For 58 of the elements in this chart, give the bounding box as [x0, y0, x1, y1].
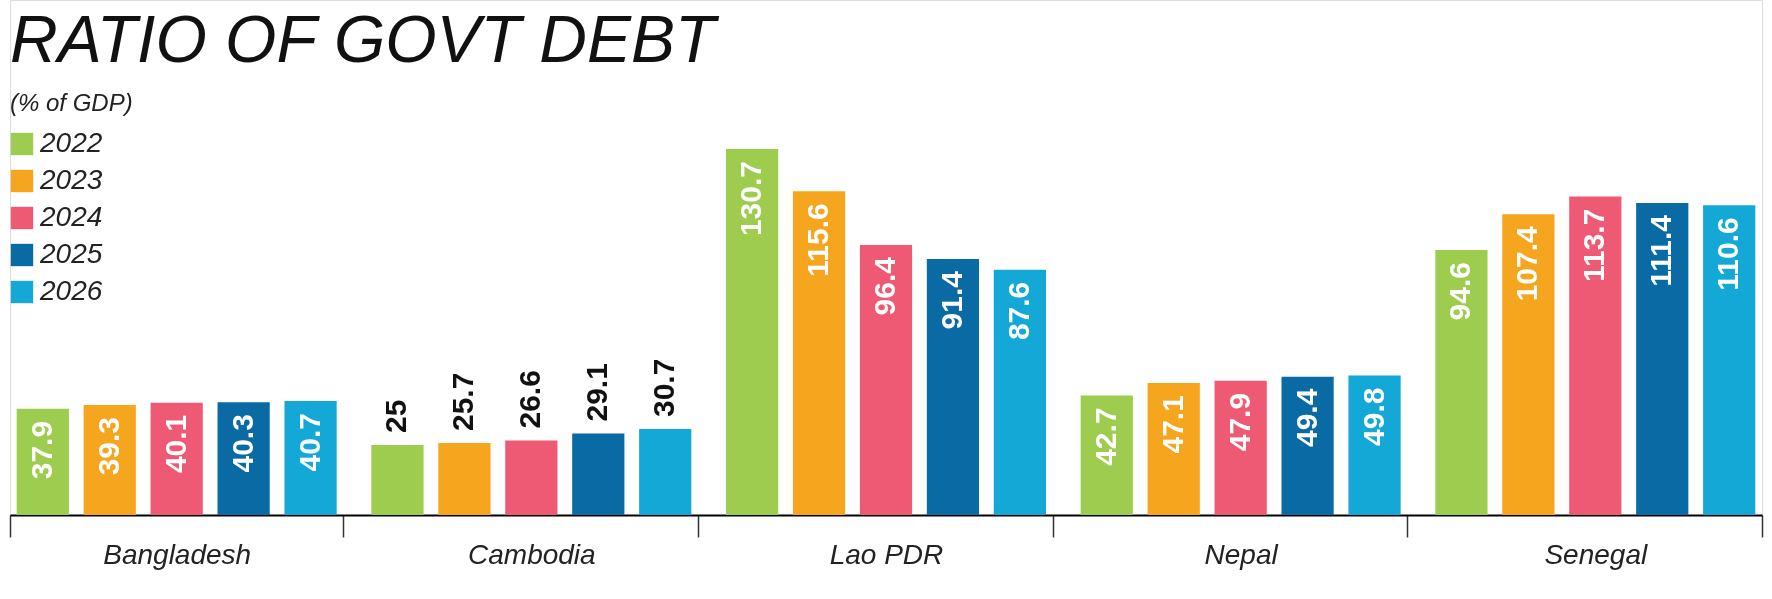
bar — [438, 443, 491, 515]
bar — [371, 444, 424, 515]
bar — [1348, 375, 1401, 515]
bar — [639, 429, 692, 515]
data-label: 37.9 — [24, 420, 58, 480]
bar — [505, 440, 558, 515]
data-label: 40.1 — [158, 414, 192, 474]
data-label: 47.9 — [1222, 392, 1256, 452]
data-label: 40.3 — [225, 414, 259, 473]
data-label: 91.4 — [934, 270, 968, 330]
legend-label: 2022 — [39, 127, 103, 158]
data-label: 111.4 — [1644, 214, 1678, 287]
bar — [926, 259, 980, 515]
bar — [792, 191, 846, 515]
bar — [1147, 383, 1200, 515]
chart-subtitle: (% of GDP) — [10, 89, 133, 116]
data-label: 107.4 — [1510, 225, 1544, 302]
legend-label: 2024 — [39, 201, 103, 232]
data-label: 113.7 — [1577, 208, 1611, 283]
bar — [1569, 196, 1622, 515]
data-label: 40.7 — [292, 413, 326, 472]
bar — [1435, 250, 1488, 515]
bar — [1703, 205, 1756, 515]
bar — [993, 269, 1046, 515]
data-label: 30.7 — [647, 358, 681, 418]
bar — [859, 245, 913, 515]
x-tick-label: Senegal — [1544, 538, 1648, 570]
legend-label: 2023 — [39, 164, 103, 195]
chart-title: RATIO OF GOVT DEBT — [10, 2, 720, 76]
data-label: 87.6 — [1001, 281, 1035, 341]
x-tick-label: Nepal — [1204, 538, 1279, 570]
data-label: 94.6 — [1443, 262, 1477, 321]
x-tick-label: Lao PDR — [829, 538, 944, 570]
data-label: 25.7 — [446, 372, 480, 432]
bar — [1080, 395, 1133, 515]
bar — [572, 433, 625, 515]
data-label: 130.7 — [734, 161, 768, 237]
data-label: 49.4 — [1289, 388, 1323, 448]
data-label: 110.6 — [1711, 217, 1745, 291]
bar — [726, 149, 779, 515]
legend-label: 2025 — [39, 238, 103, 269]
x-tick-label: Cambodia — [468, 538, 596, 570]
data-label: 96.4 — [868, 256, 901, 316]
bar — [1214, 380, 1267, 515]
data-label: 29.1 — [580, 363, 614, 422]
bar — [1636, 203, 1689, 515]
data-label: 25 — [379, 399, 413, 433]
bar — [1502, 214, 1555, 515]
data-label: 115.6 — [801, 203, 835, 277]
data-label: 42.7 — [1088, 407, 1122, 466]
legend-label: 2026 — [39, 275, 103, 306]
x-tick-label: Bangladesh — [103, 538, 252, 570]
bar — [1281, 376, 1334, 515]
data-label: 26.6 — [513, 370, 547, 429]
data-label: 47.1 — [1155, 395, 1189, 454]
bar — [284, 401, 337, 515]
data-label: 39.3 — [91, 416, 125, 476]
data-label: 49.8 — [1356, 387, 1390, 446]
